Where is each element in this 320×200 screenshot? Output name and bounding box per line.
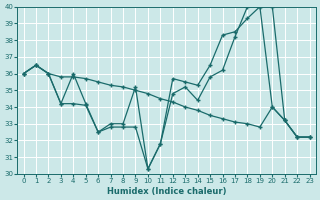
X-axis label: Humidex (Indice chaleur): Humidex (Indice chaleur) [107,187,226,196]
